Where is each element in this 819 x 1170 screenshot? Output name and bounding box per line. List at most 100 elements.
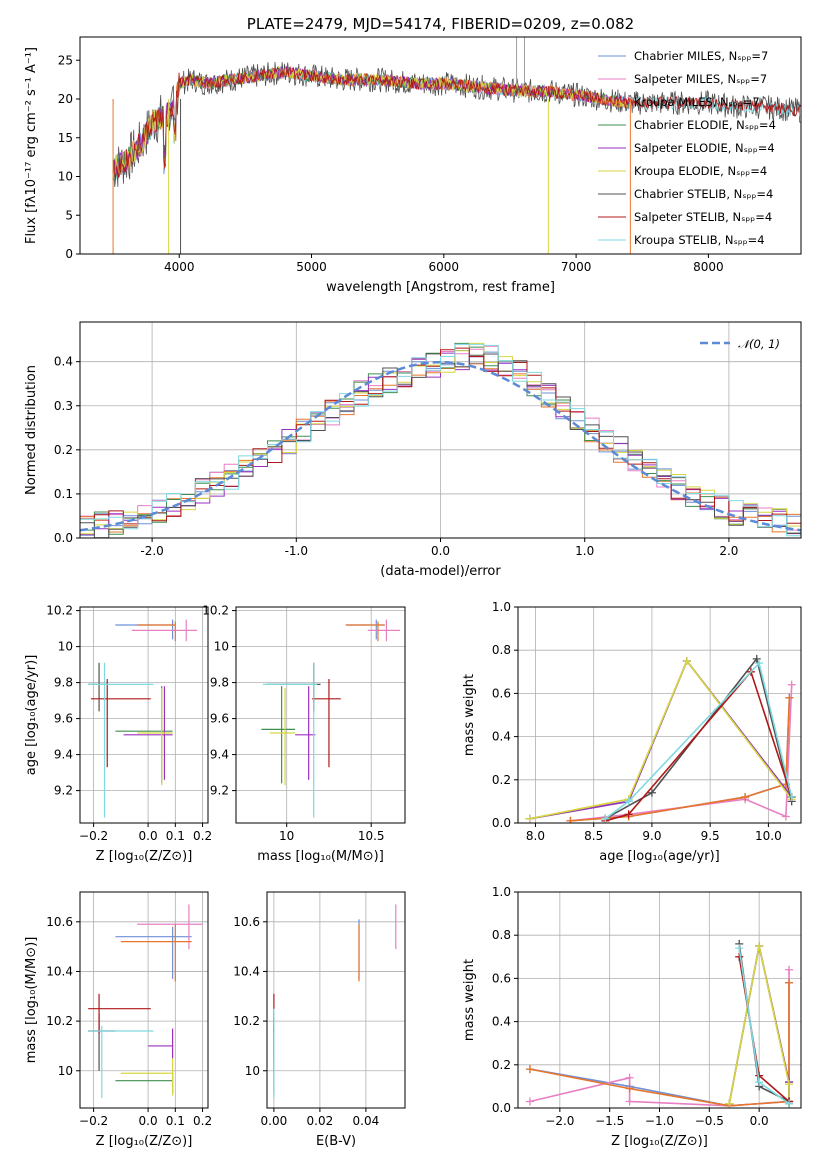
plot-area [88, 904, 203, 1099]
plot-area [88, 619, 198, 818]
x-axis-label: Z [log₁₀(Z/Z⊙)] [96, 849, 193, 864]
legend-label: Kroupa STELIB, Nₛₚₚ=4 [634, 233, 765, 247]
weight-point-marker [785, 1099, 794, 1108]
legend-label: Kroupa MILES, Nₛₚₚ=7 [634, 95, 760, 109]
y-tick-label: 0.8 [492, 928, 511, 942]
axes-frame [266, 891, 406, 1109]
axes-frame [79, 36, 802, 255]
y-tick-label: 5 [65, 208, 73, 222]
weight-point-marker [787, 680, 796, 689]
y-tick-label: 10.2 [202, 604, 229, 618]
plot-area [273, 904, 397, 1099]
weight-series-line [728, 945, 790, 1104]
panel-age_vs_Z: −0.2 0.0 0.1 0.2 9.2 9.4 9.6 9.8 10 10.2 Z [log₁₀(… [24, 604, 212, 864]
x-tick-label: 4000 [164, 260, 195, 274]
y-tick-label: 9.8 [210, 676, 229, 690]
panel-weight_vs_Z: −2.0 −1.5 −1.0 −0.5 0.0 0.0 0.2 0.4 0.6 0.8 1.0 Z [… [462, 885, 802, 1149]
y-tick-label: 0.4 [492, 730, 511, 744]
y-tick-label: 10 [58, 640, 73, 654]
y-tick-label: 0.4 [54, 355, 73, 369]
weight-point-marker [625, 1073, 634, 1082]
weight-point-marker [624, 810, 633, 819]
weight-point-marker [601, 814, 610, 823]
panel-spectrum: 4000 5000 6000 7000 8000 0 5 10 15 20 25 wavelength… [24, 15, 802, 295]
legend-label: Chabrier MILES, Nₛₚₚ=7 [634, 49, 768, 63]
axes-frame [79, 321, 802, 539]
weight-point-marker [725, 1099, 734, 1108]
x-axis-label: mass [log₁₀(M/M⊙)] [257, 849, 384, 864]
x-tick-label: 0.0 [750, 1114, 769, 1128]
y-tick-label: 10.2 [233, 1014, 260, 1028]
grid [267, 892, 405, 1108]
x-tick-label: 0.1 [166, 1114, 185, 1128]
y-tick-label: 0.0 [54, 531, 73, 545]
weight-point-marker [785, 1080, 794, 1089]
weight-series-line [529, 659, 793, 820]
y-axis-label: mass weight [462, 674, 477, 756]
plot-area [80, 342, 801, 538]
weight-point-marker [785, 965, 794, 974]
axes-frame [517, 891, 802, 1109]
y-axis-label: mass weight [462, 959, 477, 1041]
y-tick-label: 0.6 [492, 686, 511, 700]
y-tick-label: 0.2 [54, 443, 73, 457]
y-tick-label: 10 [214, 640, 229, 654]
x-tick-label: 7000 [561, 260, 592, 274]
x-tick-label: −0.2 [79, 1114, 108, 1128]
weight-point-marker [566, 816, 575, 823]
x-tick-label: 8.5 [584, 829, 603, 843]
x-axis-label: Z [log₁₀(Z/Z⊙)] [611, 1134, 708, 1149]
y-tick-label: 9.2 [54, 784, 73, 798]
weight-series-line [570, 697, 791, 822]
x-tick-label: 6000 [429, 260, 460, 274]
y-tick-label: 10.2 [46, 604, 73, 618]
y-tick-label: 0.6 [492, 971, 511, 985]
y-tick-label: 9.4 [210, 748, 229, 762]
x-tick-label: 0.0 [139, 1114, 158, 1128]
x-tick-label: 5000 [296, 260, 327, 274]
y-tick-label: 0.0 [492, 816, 511, 830]
y-axis-label: age [log₁₀(age/yr)] [24, 655, 39, 776]
x-tick-label: 0.00 [261, 1114, 288, 1128]
y-tick-label: 0.2 [492, 773, 511, 787]
x-tick-label: −1.5 [595, 1114, 624, 1128]
panel-mass_vs_ebv: 0.00 0.02 0.04 10 10.2 10.4 10.6 E(B-V) [233, 891, 406, 1149]
y-tick-label: 9.8 [54, 676, 73, 690]
x-tick-label: 9.5 [701, 829, 720, 843]
y-tick-label: 1.0 [492, 885, 511, 899]
y-tick-label: 20 [58, 92, 73, 106]
legend-label: Kroupa ELODIE, Nₛₚₚ=4 [634, 164, 767, 178]
x-tick-label: 1.0 [575, 544, 594, 558]
y-tick-label: 0.3 [54, 399, 73, 413]
weight-point-marker [625, 1084, 634, 1093]
x-axis-label: Z [log₁₀(Z/Z⊙)] [96, 1134, 193, 1149]
x-tick-label: 0.1 [166, 829, 185, 843]
weight-point-marker [647, 788, 656, 797]
x-tick-label: 0.04 [353, 1114, 380, 1128]
x-tick-label: −2.0 [545, 1114, 574, 1128]
y-tick-label: 1.0 [492, 600, 511, 614]
legend-label: 𝒩(0, 1) [738, 337, 780, 351]
y-tick-label: 9.2 [210, 784, 229, 798]
x-tick-label: -2.0 [140, 544, 163, 558]
x-tick-label: 0.2 [193, 1114, 212, 1128]
spectrum-series-line [112, 65, 630, 181]
weight-point-marker [735, 952, 744, 961]
weight-series-line [604, 661, 793, 820]
chart-title: PLATE=2479, MJD=54174, FIBERID=0209, z=0… [247, 15, 634, 33]
x-tick-label: −0.5 [695, 1114, 724, 1128]
y-tick-label: 0.0 [492, 1101, 511, 1115]
y-tick-label: 10.6 [233, 915, 260, 929]
panel-weight_vs_age: 8.0 8.5 9.0 9.5 10.0 0.0 0.2 0.4 0.6 0.8 1.0 age [l… [462, 600, 802, 864]
legend-label: Salpeter ELODIE, Nₛₚₚ=4 [634, 141, 775, 155]
y-tick-label: 25 [58, 53, 73, 67]
x-axis-label: wavelength [Angstrom, rest frame] [326, 280, 555, 295]
x-tick-label: −1.0 [645, 1114, 674, 1128]
x-tick-label: 10.5 [358, 829, 385, 843]
y-tick-label: 10 [58, 170, 73, 184]
x-tick-label: 8000 [693, 260, 724, 274]
plot-area [525, 654, 796, 823]
panel-age_vs_mass: 10 10.5 9.2 9.4 9.6 9.8 10 10.2 mass [log₁₀(M/M⊙… [202, 604, 406, 864]
grid [518, 606, 801, 824]
